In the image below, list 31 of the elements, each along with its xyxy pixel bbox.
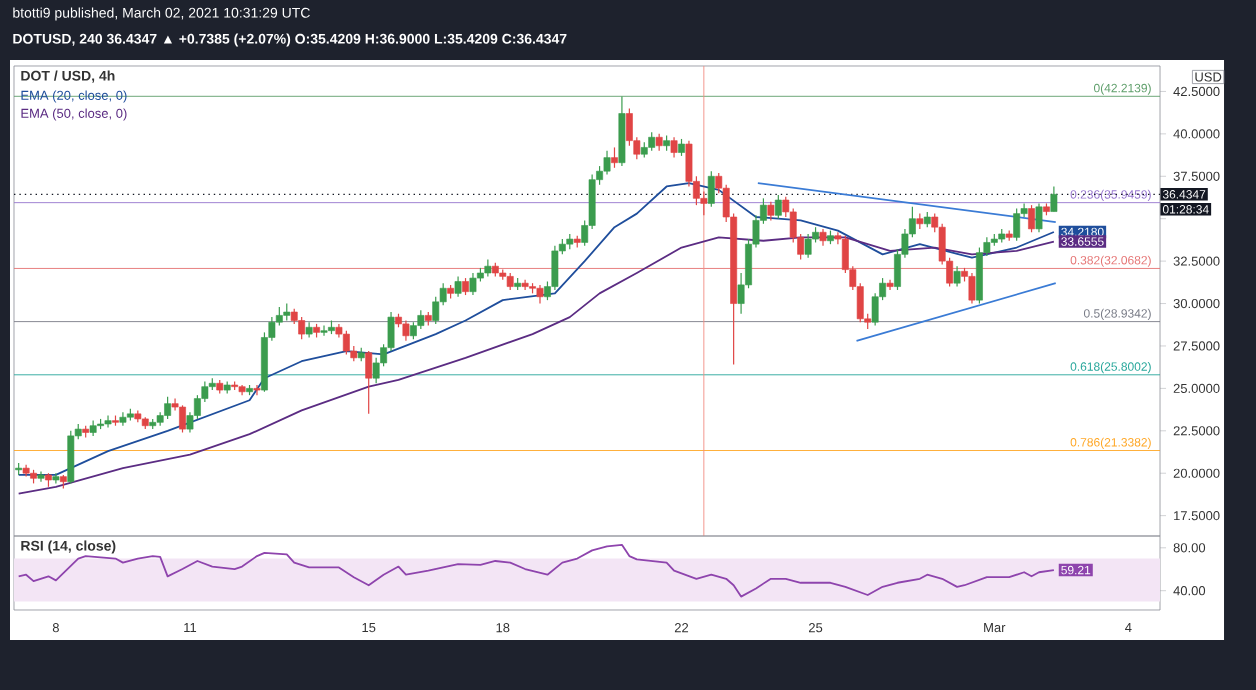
candlestick xyxy=(365,350,373,415)
candlestick xyxy=(454,275,462,298)
candlestick xyxy=(484,258,492,277)
line-series xyxy=(17,236,1055,495)
candlestick xyxy=(707,170,715,208)
candlestick xyxy=(953,265,961,288)
candlestick xyxy=(536,284,544,305)
candlestick xyxy=(611,146,618,169)
candlestick xyxy=(804,233,812,259)
candlestick xyxy=(469,272,477,296)
candlestick xyxy=(968,272,976,305)
candlestick xyxy=(164,396,172,420)
candlestick xyxy=(774,194,782,220)
candlestick xyxy=(342,330,350,356)
candlestick xyxy=(521,279,529,291)
line-series xyxy=(17,543,1055,598)
candlestick xyxy=(253,384,261,396)
candlestick xyxy=(1035,202,1043,233)
candlestick xyxy=(320,325,328,337)
candlestick xyxy=(67,430,75,484)
candlestick xyxy=(1028,204,1035,233)
candlestick xyxy=(670,136,678,159)
candlestick xyxy=(402,319,410,342)
candlestick xyxy=(648,131,656,152)
candlestick xyxy=(1050,185,1058,213)
candlestick xyxy=(767,201,775,221)
candlestick xyxy=(119,411,127,427)
candlestick xyxy=(886,279,894,291)
candlestick xyxy=(298,316,306,340)
candlestick xyxy=(1013,207,1021,242)
candlestick xyxy=(179,404,186,434)
